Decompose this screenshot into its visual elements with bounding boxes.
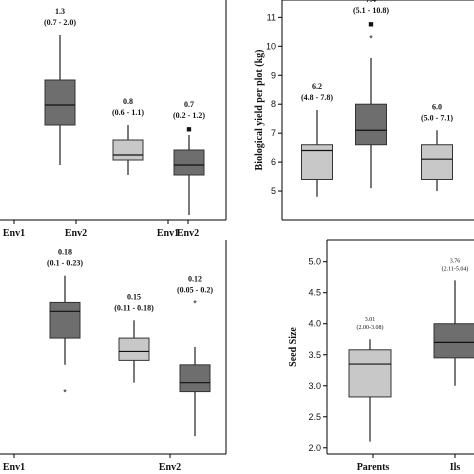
y-axis-title: Biological yield per plot (kg) bbox=[254, 50, 265, 171]
y-tick-label: 11 bbox=[267, 12, 276, 22]
box-iqr bbox=[179, 364, 211, 393]
x-tick-label: Env2 bbox=[65, 228, 87, 239]
outlier-marker: * bbox=[193, 298, 197, 308]
mean-label: 0.12 bbox=[188, 274, 202, 283]
mean-label: 6.0 bbox=[432, 102, 442, 111]
range-label: (0.05 - 0.2) bbox=[177, 285, 213, 294]
x-tick-label: Ils bbox=[450, 462, 461, 473]
mean-label: 0.15 bbox=[127, 292, 141, 301]
mean-label: 7.4 bbox=[366, 0, 376, 4]
box-iqr bbox=[348, 349, 392, 398]
mean-label: 0.8 bbox=[123, 97, 133, 106]
y-tick-label: 4.5 bbox=[308, 288, 321, 298]
range-label: (5.0 - 7.1) bbox=[421, 113, 453, 122]
box-iqr bbox=[173, 149, 205, 176]
range-label: (5.1 - 10.8) bbox=[353, 6, 389, 15]
range-label: (0.2 - 1.2) bbox=[173, 111, 205, 120]
y-tick-label: 2.5 bbox=[308, 412, 321, 422]
y-tick-label: 7 bbox=[271, 128, 276, 138]
x-tick-label: Env1 bbox=[3, 462, 25, 473]
outlier-marker: ■ bbox=[368, 19, 373, 29]
box-iqr bbox=[433, 323, 474, 359]
range-label: (0.11 - 0.18) bbox=[114, 303, 154, 312]
y-tick-label: 3.0 bbox=[308, 381, 321, 391]
range-label: (0.7 - 2.0) bbox=[44, 18, 76, 27]
box-iqr bbox=[44, 79, 76, 126]
y-axis-title: Seed Size bbox=[288, 327, 299, 367]
outlier-marker: * bbox=[63, 388, 67, 398]
box-iqr bbox=[355, 103, 387, 146]
range-label: (2.11-5.04) bbox=[442, 265, 469, 272]
range-label: (2.00-3.08) bbox=[357, 324, 384, 331]
y-tick-label: 8 bbox=[271, 99, 276, 109]
x-tick-label: Env1 bbox=[3, 228, 25, 239]
y-tick-label: 4.0 bbox=[308, 319, 321, 329]
mean-label: 3.01 bbox=[365, 317, 376, 323]
mean-label: 6.2 bbox=[312, 82, 322, 91]
mean-label: 0.7 bbox=[184, 100, 194, 109]
x-tick-label: Env2 bbox=[177, 228, 199, 239]
y-tick-label: 5.0 bbox=[308, 257, 321, 267]
mean-label: 1.3 bbox=[55, 7, 65, 16]
x-tick-label: Env2 bbox=[159, 462, 181, 473]
mean-label: 0.18 bbox=[58, 248, 72, 257]
mean-label: 3.76 bbox=[450, 258, 461, 264]
x-tick-label: Parents bbox=[357, 462, 390, 473]
box-iqr bbox=[421, 144, 453, 180]
range-label: (4.8 - 7.8) bbox=[301, 93, 333, 102]
outlier-marker: ■ bbox=[186, 124, 191, 134]
x-tick-label: Env1 bbox=[157, 228, 179, 239]
outlier-marker: * bbox=[369, 34, 373, 44]
y-tick-label: 6 bbox=[271, 157, 276, 167]
box-iqr bbox=[49, 301, 81, 339]
range-label: (0.1 - 0.23) bbox=[47, 259, 83, 268]
y-tick-label: 5 bbox=[271, 186, 276, 196]
y-tick-label: 10 bbox=[266, 41, 276, 51]
box-iqr bbox=[112, 139, 144, 161]
box-iqr bbox=[118, 337, 150, 361]
range-label: (0.6 - 1.1) bbox=[112, 108, 144, 117]
y-tick-label: 3.5 bbox=[308, 350, 321, 360]
y-tick-label: 2.0 bbox=[308, 443, 321, 453]
y-tick-label: 9 bbox=[271, 70, 276, 80]
